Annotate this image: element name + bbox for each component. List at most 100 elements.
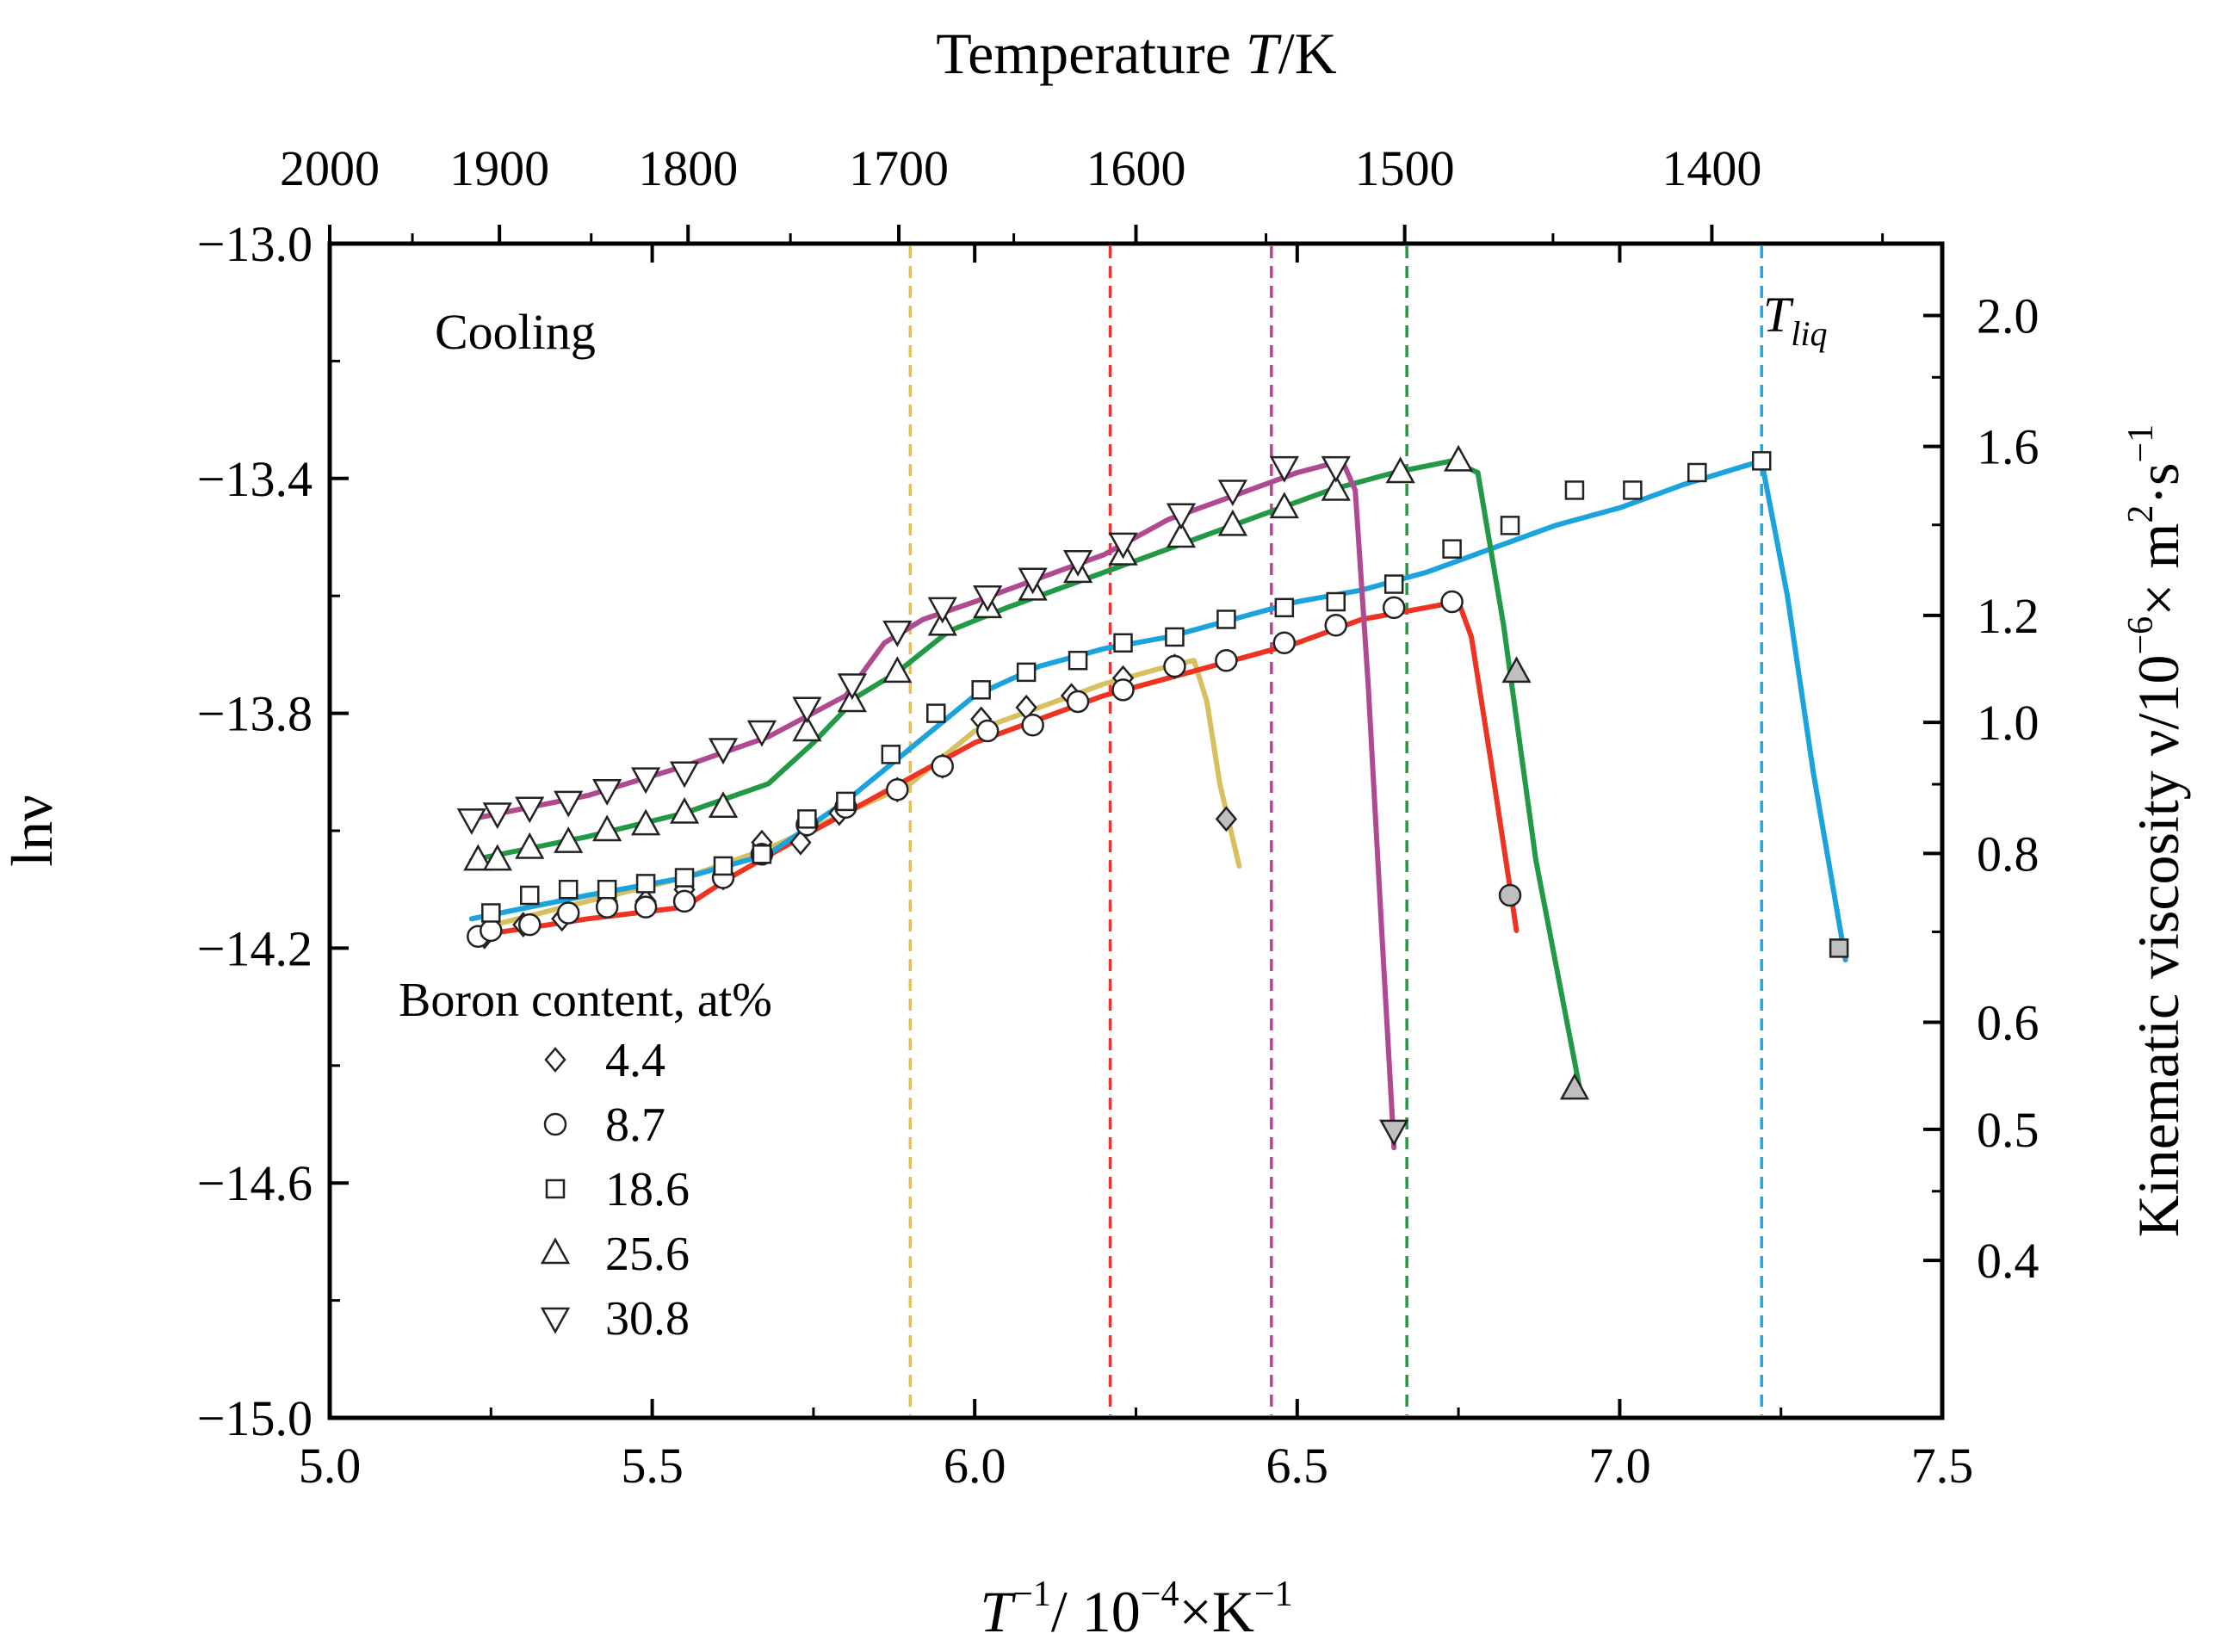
marker-solid-25-6 bbox=[1559, 1073, 1590, 1100]
legend: Boron content, at% 4.4 8.7 18.6 25.6 30.… bbox=[399, 974, 772, 1346]
marker-18-6 bbox=[1165, 627, 1185, 647]
marker-solid-18-6 bbox=[1829, 938, 1849, 958]
marker-30-8 bbox=[837, 673, 867, 701]
top-tick-label: 1700 bbox=[849, 140, 949, 196]
y-tick-label: −14.6 bbox=[197, 1155, 313, 1211]
x-axis-title: T−1/ 10−4×K−1 bbox=[980, 1575, 1292, 1644]
marker-18-6 bbox=[1500, 516, 1520, 535]
marker-30-8 bbox=[592, 779, 622, 806]
y-tick-label: −13.0 bbox=[197, 216, 313, 272]
top-tick-label: 1400 bbox=[1662, 140, 1761, 196]
marker-25-6 bbox=[630, 808, 661, 836]
y-tick-label: −14.2 bbox=[197, 920, 313, 976]
marker-30-8 bbox=[927, 597, 957, 624]
marker-30-8 bbox=[630, 767, 661, 795]
marker-25-6 bbox=[1321, 473, 1351, 501]
right-tick-label: 0.4 bbox=[1977, 1233, 2039, 1289]
liquidus-lines bbox=[908, 246, 1763, 1415]
marker-8-7 bbox=[1324, 614, 1348, 637]
marker-solid-30-8 bbox=[1379, 1119, 1409, 1147]
marker-18-6 bbox=[1383, 574, 1404, 594]
y-tick-label: −13.8 bbox=[197, 686, 313, 742]
marker-30-8 bbox=[456, 808, 486, 835]
marker-8-7 bbox=[672, 889, 696, 913]
y-axis-title: lnν bbox=[0, 795, 65, 867]
series-line-25-6 bbox=[468, 458, 1584, 1098]
x-tick-label: 7.5 bbox=[1911, 1438, 1974, 1494]
marker-30-8 bbox=[515, 796, 545, 824]
marker-18-6 bbox=[481, 903, 501, 923]
right-tick-label: 1.2 bbox=[1977, 588, 2039, 644]
x-tick-label: 5.5 bbox=[621, 1438, 684, 1494]
marker-25-6 bbox=[1443, 444, 1474, 472]
marker-8-7 bbox=[1440, 590, 1464, 614]
marker-18-6 bbox=[674, 868, 695, 888]
marker-18-6 bbox=[1687, 462, 1707, 483]
marker-8-7 bbox=[1021, 713, 1044, 737]
marker-25-6 bbox=[669, 796, 700, 824]
top-tick-label: 1600 bbox=[1086, 140, 1186, 196]
marker-18-6 bbox=[1623, 480, 1643, 500]
marker-18-6 bbox=[1274, 597, 1295, 618]
series-line-30-8 bbox=[468, 458, 1397, 1151]
top-axis-title: Temperature T/K bbox=[936, 21, 1336, 86]
marker-8-7 bbox=[931, 754, 954, 778]
marker-25-6 bbox=[592, 814, 622, 842]
marker-30-8 bbox=[482, 802, 512, 830]
top-tick-label: 1500 bbox=[1355, 140, 1455, 196]
marker-18-6 bbox=[1564, 480, 1585, 500]
marker-25-6 bbox=[463, 844, 493, 871]
marker-solid-25-6 bbox=[1501, 656, 1532, 684]
marker-18-6 bbox=[1751, 451, 1772, 471]
marker-8-7 bbox=[1111, 678, 1135, 702]
marker-30-8 bbox=[1108, 532, 1138, 560]
marker-4-4 bbox=[789, 829, 812, 856]
marker-8-7 bbox=[1272, 631, 1297, 655]
legend-title: Boron content, at% bbox=[399, 974, 772, 1027]
marker-8-7 bbox=[480, 919, 503, 943]
marker-8-7 bbox=[1066, 690, 1090, 714]
marker-18-6 bbox=[836, 791, 856, 812]
legend-entry-18-6: 18.6 bbox=[605, 1163, 690, 1216]
marker-18-6 bbox=[597, 879, 617, 900]
series-markers bbox=[456, 444, 1849, 1147]
marker-30-8 bbox=[792, 696, 822, 724]
marker-8-7 bbox=[1163, 654, 1186, 678]
legend-entry-4-4: 4.4 bbox=[605, 1034, 665, 1087]
legend-marker-30-8 bbox=[540, 1307, 571, 1334]
marker-25-6 bbox=[482, 844, 512, 871]
marker-25-6 bbox=[515, 832, 545, 859]
top-tick-label: 2000 bbox=[280, 140, 380, 196]
marker-30-8 bbox=[973, 585, 1003, 612]
legend-marker-25-6 bbox=[540, 1237, 571, 1265]
marker-30-8 bbox=[1217, 480, 1248, 507]
marker-8-7 bbox=[634, 895, 658, 919]
y-tick-label: −15.0 bbox=[197, 1390, 313, 1446]
axis-tick-labels: 5.0 5.5 6.0 6.5 7.0 7.5 −13.0 −13.4 −13.8 −14.2 −1… bbox=[197, 140, 2039, 1494]
marker-8-7 bbox=[886, 778, 909, 801]
tliq-label: Tliq bbox=[1763, 287, 1828, 353]
marker-18-6 bbox=[1113, 633, 1133, 653]
marker-30-8 bbox=[1321, 455, 1351, 483]
x-tick-label: 6.0 bbox=[944, 1438, 1006, 1494]
marker-solid-4-4 bbox=[1215, 806, 1238, 832]
marker-30-8 bbox=[1166, 503, 1197, 530]
x-tick-label: 7.0 bbox=[1588, 1438, 1651, 1494]
marker-8-7 bbox=[556, 901, 580, 925]
legend-entry-8-7: 8.7 bbox=[605, 1098, 665, 1152]
marker-25-6 bbox=[708, 791, 739, 818]
legend-marker-8-7 bbox=[543, 1112, 567, 1136]
marker-30-8 bbox=[669, 761, 700, 789]
axis-ticks bbox=[328, 225, 1944, 1420]
marker-18-6 bbox=[797, 809, 817, 829]
marker-18-6 bbox=[520, 885, 540, 906]
marker-18-6 bbox=[635, 874, 656, 894]
marker-25-6 bbox=[792, 715, 822, 742]
marker-30-8 bbox=[1062, 550, 1093, 577]
legend-marker-4-4 bbox=[544, 1047, 566, 1073]
marker-30-8 bbox=[746, 720, 777, 747]
right-tick-label: 0.8 bbox=[1977, 826, 2039, 882]
marker-8-7 bbox=[1382, 596, 1406, 620]
marker-8-7 bbox=[595, 895, 619, 919]
